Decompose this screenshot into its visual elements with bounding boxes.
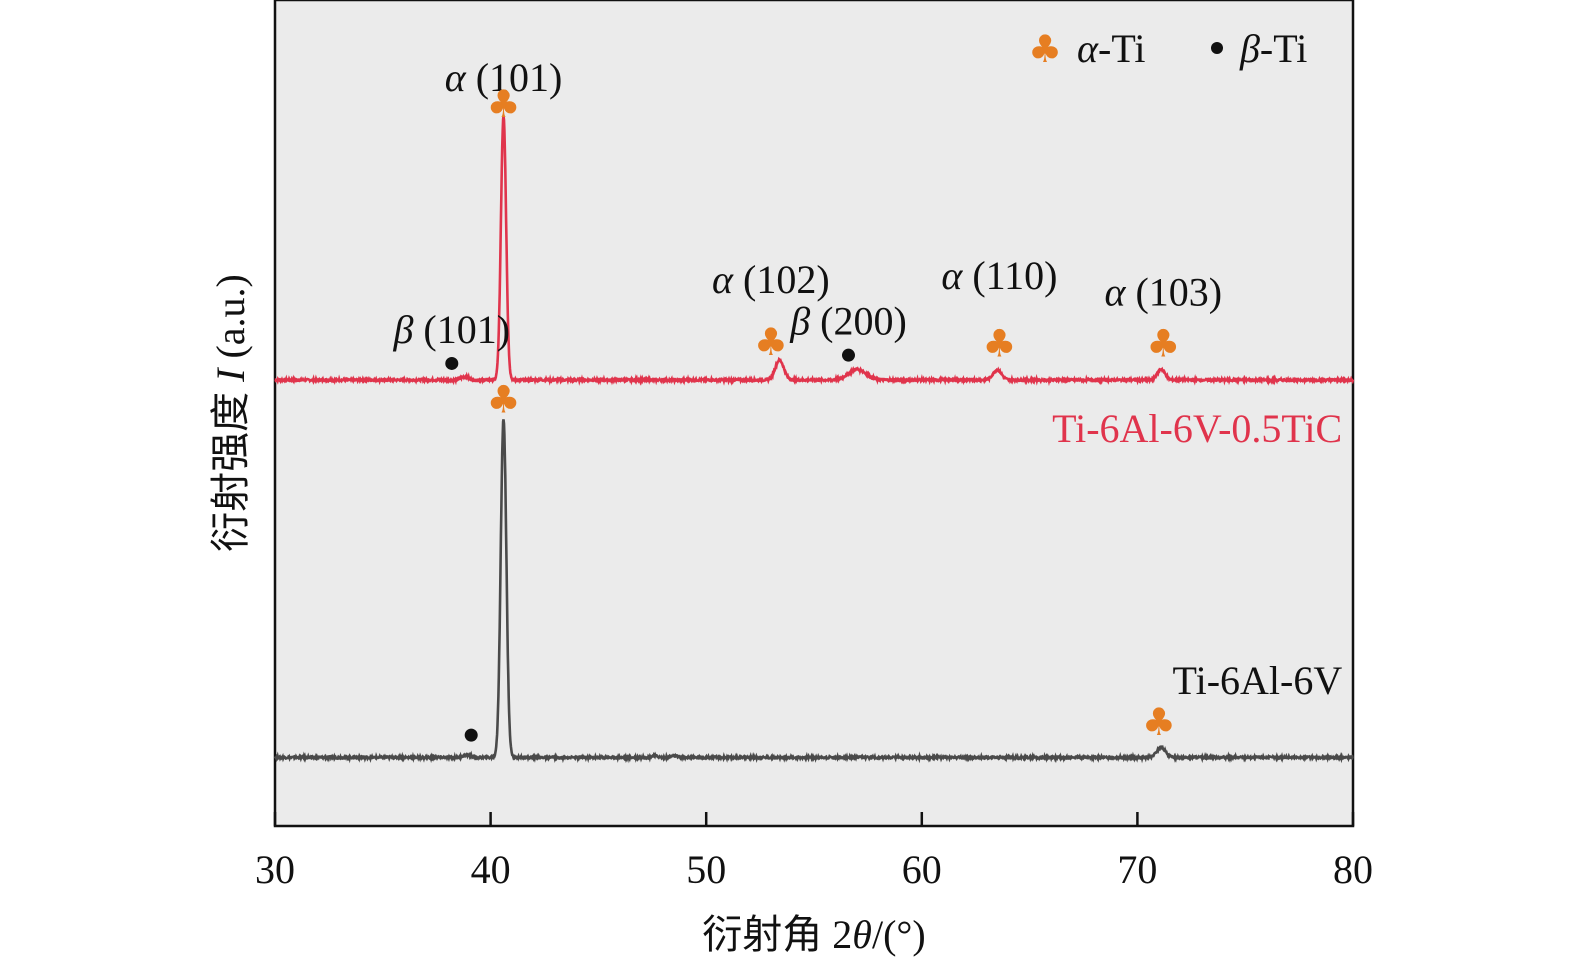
x-tick-label-4: 70	[1117, 847, 1157, 892]
x-axis-ticks: 30 40 50 60 70 80	[255, 812, 1373, 892]
y-axis-title: 衍射强度 I (a.u.)	[208, 274, 253, 552]
legend: ♣ α-Ti β-Ti	[1028, 26, 1307, 71]
legend-beta-ti-marker	[1211, 42, 1223, 54]
series-layer	[273, 115, 1355, 764]
peak-label-greek: β	[789, 299, 810, 344]
x-axis-title: 衍射角 2θ/(°)	[702, 912, 925, 957]
x-axis-title-prefix: 衍射角 2	[702, 912, 852, 957]
peak-label-index: (102)	[733, 257, 830, 302]
alpha-ti-marker-0: ♣	[486, 82, 520, 126]
series-line-0	[274, 115, 1355, 387]
x-tick-label-2: 50	[686, 847, 726, 892]
legend-beta-ti-label: β-Ti	[1239, 26, 1307, 71]
peak-label-index: (110)	[962, 253, 1057, 298]
alpha-ti-marker-4: ♣	[982, 321, 1016, 365]
y-axis-title-symbol: I	[208, 367, 253, 383]
x-tick-label-0: 30	[255, 847, 295, 892]
series-labels: Ti-6Al-6V-0.5TiC Ti-6Al-6V	[1052, 406, 1342, 703]
y-axis-title-prefix: 衍射强度	[208, 382, 253, 552]
x-axis-title-suffix: /(°)	[872, 912, 926, 957]
peak-label-greek: β	[393, 307, 414, 352]
peak-label-index: (103)	[1125, 270, 1222, 315]
series-line-1	[273, 419, 1354, 764]
legend-alpha-ti-label: α-Ti	[1077, 26, 1145, 71]
beta-ti-marker-7	[464, 728, 478, 742]
x-axis-title-symbol: θ	[852, 912, 872, 957]
peak-label-4: α (110)	[941, 253, 1057, 298]
x-tick-label-1: 40	[471, 847, 511, 892]
peak-label-0: α (101)	[445, 55, 563, 100]
x-tick-label-5: 80	[1333, 847, 1373, 892]
peak-label-greek: α	[712, 257, 734, 302]
peak-label-index: (200)	[810, 299, 907, 344]
peak-label-5: α (103)	[1104, 270, 1222, 315]
peak-label-greek: α	[941, 253, 963, 298]
x-tick-label-3: 60	[902, 847, 942, 892]
peak-label-3: β (200)	[789, 299, 907, 344]
peak-annotations: α (101)♣β (101)α (102)♣ β (200)α (110)♣α …	[393, 55, 1223, 744]
plot-area	[273, 0, 1355, 828]
series-label-1: Ti-6Al-6V	[1173, 658, 1343, 703]
series-label-0: Ti-6Al-6V-0.5TiC	[1052, 406, 1342, 451]
alpha-ti-marker-8: ♣	[1142, 700, 1176, 744]
legend-alpha-ti-marker: ♣	[1028, 27, 1062, 71]
alpha-ti-marker-2: ♣	[754, 320, 788, 364]
peak-label-index: (101)	[413, 307, 510, 352]
alpha-ti-marker-5: ♣	[1146, 321, 1180, 365]
alpha-ti-marker-6: ♣	[486, 378, 520, 422]
y-axis-title-suffix: (a.u.)	[208, 274, 253, 368]
peak-label-index: (101)	[466, 55, 563, 100]
peak-label-2: α (102)	[712, 257, 830, 302]
peak-label-greek: α	[1104, 270, 1126, 315]
peak-label-greek: α	[445, 55, 467, 100]
beta-ti-marker-3	[841, 348, 855, 362]
peak-label-1: β (101)	[393, 307, 511, 352]
beta-ti-marker-1	[445, 356, 459, 370]
